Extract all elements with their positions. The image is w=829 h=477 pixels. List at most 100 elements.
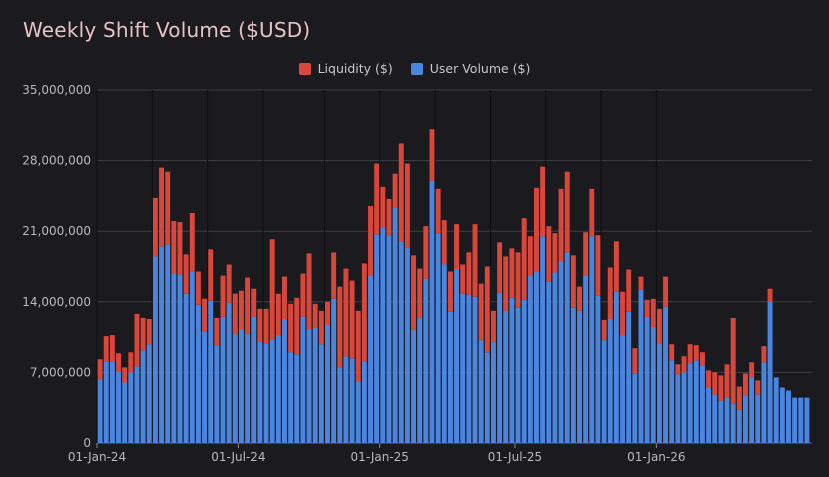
bar-liquidity	[318, 310, 324, 345]
bar-user-volume	[540, 236, 546, 443]
bar-liquidity	[208, 249, 214, 301]
bar-liquidity	[644, 299, 650, 317]
bar-user-volume	[404, 247, 410, 443]
bar-liquidity	[417, 268, 423, 318]
bar-liquidity	[134, 313, 140, 367]
bar-user-volume	[761, 362, 767, 443]
x-axis: 01-Jan-24 01-Jul-24 01-Jan-25 01-Jul-25 01-J…	[68, 443, 686, 464]
bar-liquidity	[656, 308, 662, 344]
bar-liquidity	[755, 380, 761, 395]
bar-user-volume	[712, 394, 718, 443]
bar-user-volume	[767, 301, 773, 443]
legend-item-liquidity[interactable]: Liquidity ($)	[298, 61, 393, 76]
bar-user-volume	[570, 307, 576, 443]
bar-liquidity	[577, 286, 582, 311]
bar-user-volume	[521, 299, 527, 443]
bar-user-volume	[349, 358, 355, 443]
bar-liquidity	[183, 254, 189, 294]
bar-liquidity	[275, 293, 281, 336]
y-tick-label: 35,000,000	[22, 83, 91, 97]
bar-user-volume	[687, 363, 693, 443]
bar-user-volume	[263, 343, 269, 443]
bar-liquidity	[245, 277, 251, 335]
bar-liquidity	[620, 291, 625, 336]
bar-liquidity	[195, 271, 201, 305]
bar-liquidity	[368, 205, 373, 276]
bar-liquidity	[214, 317, 220, 346]
bar-user-volume	[134, 366, 140, 443]
bar-liquidity	[325, 301, 330, 325]
bar-liquidity	[202, 298, 208, 333]
bar-liquidity	[128, 352, 134, 373]
bar-liquidity	[693, 345, 699, 361]
bar-liquidity	[97, 359, 103, 380]
bar-user-volume	[214, 345, 220, 443]
bar-user-volume	[546, 281, 552, 443]
bar-liquidity	[478, 283, 484, 341]
bar-user-volume	[374, 234, 380, 443]
bar-user-volume	[484, 352, 490, 443]
bar-liquidity	[300, 273, 306, 317]
bar-user-volume	[183, 293, 189, 443]
bar-user-volume	[257, 341, 263, 443]
chart-legend: Liquidity ($) User Volume ($)	[0, 61, 829, 76]
bar-user-volume	[288, 352, 294, 443]
bar-user-volume	[718, 400, 724, 443]
bar-user-volume	[755, 394, 761, 443]
bar-user-volume	[564, 252, 570, 443]
bar-liquidity	[515, 252, 521, 308]
bar-liquidity	[220, 275, 226, 317]
bar-liquidity	[761, 346, 767, 363]
bar-user-volume	[663, 306, 669, 443]
bar-user-volume	[171, 273, 177, 443]
bar-user-volume	[583, 275, 589, 443]
bar-user-volume	[706, 387, 712, 443]
legend-label-liquidity: Liquidity ($)	[317, 61, 393, 76]
bar-liquidity	[743, 373, 748, 396]
month-markers	[96, 90, 657, 443]
bar-user-volume	[675, 374, 681, 443]
bar-liquidity	[472, 224, 478, 297]
bar-user-volume	[275, 335, 281, 443]
bar-user-volume	[693, 360, 699, 443]
legend-swatch-user-volume	[410, 62, 423, 75]
bar-user-volume	[417, 317, 423, 443]
bar-liquidity	[140, 317, 146, 351]
bar-liquidity	[466, 252, 472, 295]
bar-user-volume	[552, 272, 558, 443]
bar-liquidity	[675, 364, 681, 375]
bar-user-volume	[325, 324, 330, 443]
bar-liquidity	[546, 226, 552, 282]
bar-liquidity	[558, 188, 564, 262]
bar-liquidity	[269, 239, 275, 340]
bar-liquidity	[497, 242, 503, 293]
bar-user-volume	[773, 377, 779, 443]
bar-liquidity	[343, 268, 349, 357]
bar-liquidity	[521, 218, 527, 300]
bar-liquidity	[626, 269, 632, 312]
bar-user-volume	[331, 298, 337, 443]
bar-liquidity	[589, 188, 595, 237]
bar-user-volume	[577, 310, 582, 443]
bar-liquidity	[687, 344, 693, 364]
bar-liquidity	[238, 290, 244, 330]
y-axis: 0 7,000,000 14,000,000 21,000,000 28,000,000…	[22, 83, 91, 450]
bar-user-volume	[282, 318, 287, 443]
bar-liquidity	[435, 188, 441, 234]
x-tick-label: 01-Jul-25	[488, 450, 542, 464]
bar-liquidity	[312, 303, 318, 329]
bar-user-volume	[140, 350, 146, 443]
bar-user-volume	[177, 274, 183, 443]
bar-liquidity	[441, 220, 447, 265]
bar-liquidity	[109, 335, 115, 362]
bar-user-volume	[509, 297, 515, 443]
bar-liquidity	[712, 372, 718, 395]
legend-item-user-volume[interactable]: User Volume ($)	[410, 61, 530, 76]
x-tick-label: 01-Jan-25	[351, 450, 409, 464]
bar-user-volume	[97, 379, 103, 443]
bar-liquidity	[613, 241, 619, 292]
bar-liquidity	[122, 367, 128, 383]
bar-user-volume	[650, 327, 656, 443]
bar-user-volume	[220, 316, 226, 443]
